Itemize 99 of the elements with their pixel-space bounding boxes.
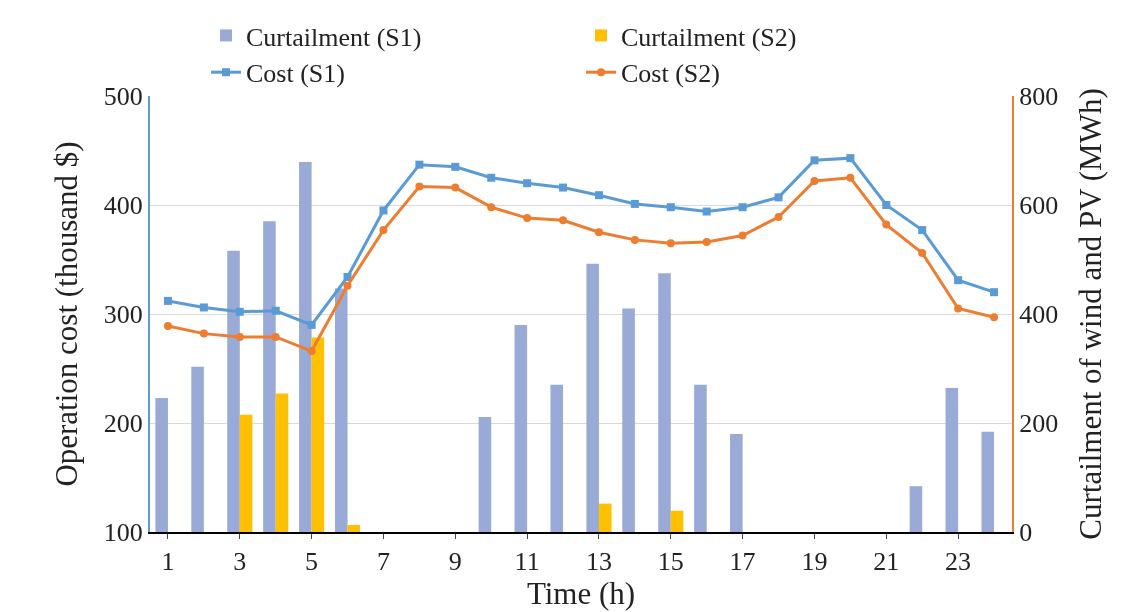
point: [630, 235, 639, 244]
point: [738, 203, 747, 212]
x-tick-label: 23: [945, 547, 972, 577]
point: [630, 199, 639, 208]
x-tick-label: 11: [514, 547, 540, 577]
point: [990, 313, 999, 322]
point: [702, 207, 711, 216]
point: [774, 212, 783, 221]
bar: [191, 366, 204, 532]
y-tick-label: 400: [103, 191, 143, 221]
point: [666, 239, 675, 248]
point: [163, 321, 172, 330]
point: [415, 160, 424, 169]
point: [487, 173, 496, 182]
bar: [263, 221, 276, 532]
point: [379, 206, 388, 215]
point: [918, 226, 927, 235]
bar: [670, 510, 684, 532]
bar: [311, 337, 325, 532]
point: [271, 332, 280, 341]
bar: [945, 388, 959, 532]
legend-label: Cost (S2): [621, 59, 720, 89]
bar: [299, 161, 312, 532]
bar: [622, 308, 635, 532]
x-tick-label: 3: [233, 547, 247, 577]
point: [882, 220, 891, 229]
y2-tick-label: 0: [1019, 518, 1033, 548]
point: [379, 226, 388, 235]
x-tick-label: 19: [801, 547, 828, 577]
bar: [598, 503, 612, 532]
point: [235, 307, 244, 316]
y2-tick-label: 400: [1019, 300, 1059, 330]
bar: [478, 417, 492, 532]
point: [990, 288, 999, 297]
point: [954, 304, 963, 313]
x-tick-label: 9: [448, 547, 462, 577]
point: [307, 320, 316, 329]
y-tick-label: 100: [103, 518, 143, 548]
bar: [730, 433, 743, 532]
y2-tick-label: 200: [1019, 409, 1059, 439]
legend-label: Curtailment (S2): [621, 22, 797, 52]
y-axis-title: Operation cost (thousand $): [49, 141, 84, 487]
bar: [514, 324, 528, 532]
bar: [550, 384, 564, 532]
point: [594, 228, 603, 237]
legend-label: Curtailment (S1): [246, 22, 422, 52]
point: [594, 191, 603, 200]
point: [343, 281, 352, 290]
y-tick-label: 500: [103, 82, 143, 112]
y2-tick-label: 600: [1019, 191, 1059, 221]
point: [307, 347, 316, 356]
y-tick-label: 300: [103, 300, 143, 330]
x-tick-label: 21: [873, 547, 900, 577]
point: [415, 182, 424, 191]
point: [846, 173, 855, 182]
point: [738, 231, 747, 240]
point: [523, 179, 532, 188]
bar: [275, 393, 289, 532]
point: [954, 276, 963, 285]
bar: [658, 273, 671, 532]
point: [774, 193, 783, 202]
point: [666, 203, 675, 212]
bar: [239, 414, 253, 532]
bar: [909, 486, 923, 532]
x-tick-label: 13: [585, 547, 612, 577]
point: [810, 177, 819, 186]
bar: [694, 384, 707, 532]
point: [451, 162, 460, 171]
x-tick-label: 7: [376, 547, 390, 577]
point: [882, 201, 891, 209]
bar: [334, 288, 348, 532]
bar: [227, 250, 240, 532]
x-axis-title: Time (h): [526, 576, 636, 612]
bar: [586, 263, 599, 532]
point: [235, 332, 244, 341]
point: [559, 216, 568, 225]
point: [918, 248, 927, 257]
bar: [347, 524, 361, 532]
bar: [155, 397, 168, 532]
x-tick-label: 1: [161, 547, 175, 577]
point: [451, 183, 460, 192]
point: [271, 306, 280, 315]
x-tick-label: 5: [305, 547, 319, 577]
point: [163, 296, 172, 305]
bar: [981, 431, 995, 532]
point: [199, 303, 208, 312]
point: [199, 329, 208, 338]
x-tick-label: 17: [729, 547, 756, 577]
point: [846, 154, 855, 163]
point: [523, 214, 532, 223]
point: [559, 183, 568, 192]
point: [702, 238, 711, 247]
point: [810, 156, 819, 165]
y2-tick-label: 800: [1019, 82, 1059, 112]
y2-axis-title: Curtailment of wind and PV (MWh): [1072, 88, 1108, 540]
y-tick-label: 200: [103, 409, 143, 439]
legend-label: Cost (S1): [246, 59, 345, 89]
point: [487, 203, 496, 212]
x-tick-label: 15: [657, 547, 684, 577]
